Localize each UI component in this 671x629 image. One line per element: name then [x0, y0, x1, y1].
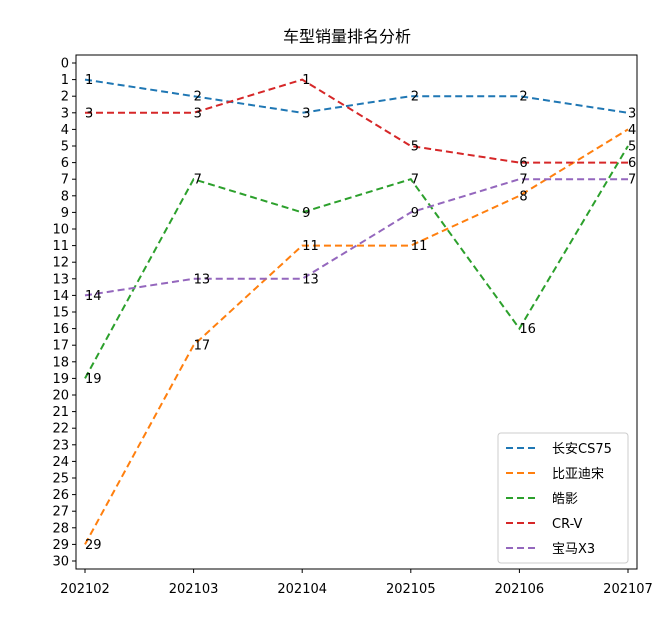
y-tick-label: 27: [52, 505, 69, 520]
data-label: 6: [519, 156, 527, 171]
y-tick-label: 23: [52, 438, 69, 453]
y-tick-label: 30: [52, 555, 69, 570]
legend-entry: CR-V: [552, 517, 583, 532]
legend-entry: 宝马X3: [552, 542, 595, 557]
y-tick-label: 15: [52, 306, 69, 321]
y-tick-label: 10: [52, 223, 69, 238]
x-tick-label: 202105: [386, 582, 436, 597]
x-tick-label: 202102: [60, 582, 110, 597]
y-tick-label: 29: [52, 538, 69, 553]
x-tick-label: 202104: [277, 582, 327, 597]
data-label: 17: [194, 339, 211, 354]
y-tick-label: 16: [52, 322, 69, 337]
data-label: 6: [628, 156, 636, 171]
y-tick-label: 19: [52, 372, 69, 387]
y-tick-label: 12: [52, 256, 69, 271]
data-label: 7: [411, 173, 419, 188]
y-tick-label: 8: [61, 189, 69, 204]
x-tick-label: 202107: [603, 582, 653, 597]
data-label: 16: [519, 322, 536, 337]
y-tick-label: 2: [61, 90, 69, 105]
y-tick-label: 28: [52, 521, 69, 536]
y-tick-label: 3: [61, 106, 69, 121]
axes-group: 0123456789101112131415161718192021222324…: [52, 54, 653, 597]
data-label: 13: [194, 272, 211, 287]
y-tick-label: 0: [61, 57, 69, 72]
y-tick-label: 13: [52, 272, 69, 287]
y-tick-label: 25: [52, 472, 69, 487]
data-label: 7: [628, 173, 636, 188]
y-tick-label: 1: [61, 73, 69, 88]
series-line-2: [84, 128, 629, 545]
y-tick-label: 21: [52, 405, 69, 420]
y-tick-label: 7: [61, 173, 69, 188]
y-tick-label: 17: [52, 339, 69, 354]
data-label: 11: [411, 239, 428, 254]
chart-title: 车型销量排名分析: [283, 27, 411, 46]
y-tick-label: 14: [52, 289, 69, 304]
y-tick-label: 20: [52, 389, 69, 404]
data-label: 5: [411, 140, 419, 155]
data-label: 29: [85, 538, 102, 553]
data-label: 9: [411, 206, 419, 221]
data-label: 1: [85, 73, 93, 88]
data-label: 2: [411, 90, 419, 105]
data-label: 2: [194, 90, 202, 105]
x-tick-label: 202106: [495, 582, 545, 597]
data-label: 4: [628, 123, 636, 138]
legend-entry: 长安CS75: [552, 442, 612, 457]
y-tick-label: 4: [61, 123, 69, 138]
legend-entry: 皓影: [552, 492, 578, 507]
series-group: [84, 78, 629, 545]
data-label: 5: [628, 140, 636, 155]
y-tick-label: 11: [52, 239, 69, 254]
series-line-4: [85, 78, 628, 164]
series-line-3: [84, 145, 629, 379]
data-label: 19: [85, 372, 102, 387]
data-label: 3: [85, 106, 93, 121]
data-label: 8: [519, 189, 527, 204]
y-tick-label: 18: [52, 355, 69, 370]
data-label: 1: [302, 73, 310, 88]
y-tick-label: 5: [61, 140, 69, 155]
data-label: 9: [302, 206, 310, 221]
data-label: 7: [519, 173, 527, 188]
legend-entry: 比亚迪宋: [552, 467, 604, 482]
data-label: 11: [302, 239, 319, 254]
y-tick-label: 22: [52, 422, 69, 437]
y-tick-label: 9: [61, 206, 69, 221]
data-label: 14: [85, 289, 102, 304]
y-tick-label: 26: [52, 488, 69, 503]
y-tick-label: 24: [52, 455, 69, 470]
data-label: 3: [302, 106, 310, 121]
data-label: 2: [519, 90, 527, 105]
x-tick-label: 202103: [169, 582, 219, 597]
series-line-1: [84, 78, 629, 114]
series-line-5: [84, 178, 628, 297]
data-label: 13: [302, 272, 319, 287]
data-label: 3: [194, 106, 202, 121]
y-tick-label: 6: [61, 156, 69, 171]
data-label: 7: [194, 173, 202, 188]
legend-box: [497, 432, 629, 564]
data-label: 3: [628, 106, 636, 121]
